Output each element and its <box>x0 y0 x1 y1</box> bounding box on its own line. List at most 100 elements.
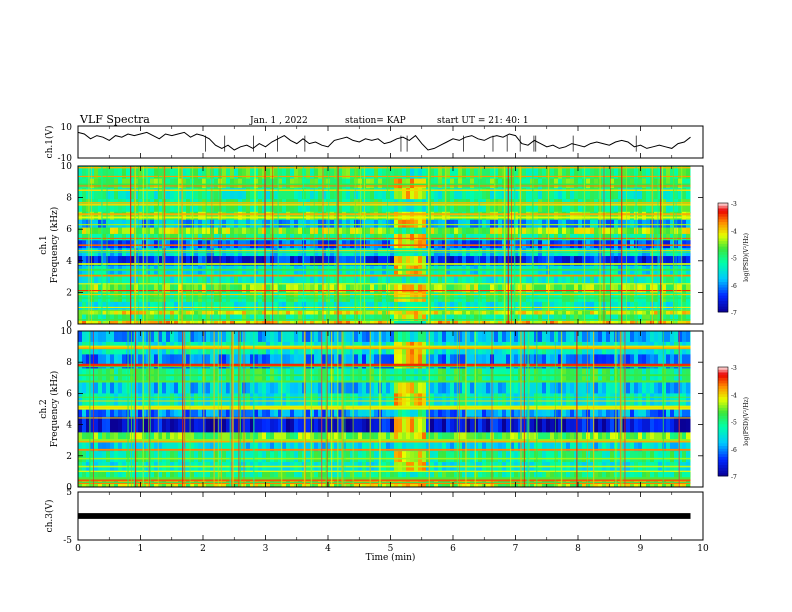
ch1-spectrogram-cell <box>122 275 127 285</box>
ch2-spectrogram-cell <box>138 440 143 452</box>
ch2-spectrogram-cell <box>266 405 271 418</box>
ch2-spectrogram-cell <box>602 331 607 343</box>
ch1-spectrogram-cell <box>666 166 671 180</box>
ch1-spectrogram-cell <box>90 275 95 285</box>
ch1-spectrogram-cell <box>242 309 247 316</box>
ch1-spectrogram-cell <box>86 219 91 229</box>
ch2-spectrogram-cell <box>350 432 355 441</box>
ch1-spectrogram-cell <box>282 219 287 229</box>
ch1-spectrogram-cell <box>234 178 239 189</box>
ch1-spectrogram-cell <box>202 309 207 316</box>
ch1-spectrogram-cell <box>110 188 115 200</box>
ch2-spectrogram-cell <box>294 416 299 433</box>
ch1-spectrogram-cell <box>586 227 591 235</box>
ch1-spectrogram-cell <box>182 211 187 221</box>
ch1-spectrogram-cell <box>186 188 191 200</box>
ch2-spectrogram-cell <box>134 440 139 452</box>
ch1-spectrogram-cell <box>614 233 619 241</box>
ch1-spectrogram-cell <box>178 284 183 293</box>
ch2-spectrogram-cell <box>162 440 167 452</box>
ch1-spectrogram-cell <box>274 320 279 325</box>
ch1-spectrogram-cell <box>194 199 199 213</box>
ch2-spectrogram-cell <box>598 451 603 463</box>
ch1-spectrogram-cell <box>102 233 107 241</box>
ch2-spectrogram-cell <box>194 405 199 418</box>
ch1-spectrogram-cell <box>554 199 559 213</box>
ch2-spectrogram-cell <box>178 331 183 343</box>
ch1-spectrogram-cell <box>134 301 139 311</box>
ch2-spectrogram-cell <box>446 380 451 394</box>
ch2-spectrogram-cell <box>514 432 519 441</box>
ch1-spectrogram-cell <box>298 219 303 229</box>
ch1-spectrogram-cell <box>174 219 179 229</box>
ch1-spectrogram-cell <box>322 309 327 316</box>
ch1-spectrogram-cell <box>178 309 183 316</box>
ch2-spectrogram-cell <box>282 380 287 394</box>
ch1-spectrogram-cell <box>578 301 583 311</box>
ch1-spectrogram-cell <box>470 320 475 325</box>
ch1-spectrogram-cell <box>294 166 299 180</box>
ch1-spectrogram-cell <box>146 211 151 221</box>
ch2-spectrogram-cell <box>354 416 359 433</box>
ch1-spectrogram-cell <box>78 275 83 285</box>
ch1-spectrogram-cell <box>234 211 239 221</box>
ch2-spectrogram-cell <box>510 405 515 418</box>
ch2-spectrogram-cell <box>670 451 675 463</box>
ch2-spectrogram-cell <box>410 380 415 394</box>
ch1-spectrogram-cell <box>510 309 515 316</box>
ch2-spectrogram-cell <box>282 432 287 441</box>
ch2-spectrogram-cell <box>330 451 335 463</box>
ch1-spectrogram-colorbar-swatch <box>718 222 728 226</box>
ch1-spectrogram-cell <box>322 199 327 213</box>
ch2-spectrogram-cell <box>358 393 363 407</box>
ch2-spectrogram-cell <box>434 405 439 418</box>
ch1-spectrogram-cell <box>322 211 327 221</box>
ch1-spectrogram-cell <box>630 211 635 221</box>
ch1-spectrogram-cell <box>318 166 323 180</box>
ch1-spectrogram-cell <box>430 320 435 325</box>
ch1-spectrogram-cell <box>258 219 263 229</box>
ch1-spectrogram-cell <box>418 309 423 316</box>
ch2-spectrogram-cell <box>630 416 635 433</box>
ch1-spectrogram-cell <box>102 309 107 316</box>
ch1-spectrogram-cell <box>338 188 343 200</box>
ch1-spectrogram-cell <box>290 256 295 267</box>
ch2-spectrogram-cell <box>450 393 455 407</box>
ch1-spectrogram-cell <box>98 227 103 235</box>
ch1-spectrogram-cell <box>278 233 283 241</box>
ch1-spectrogram-cell <box>322 320 327 325</box>
ch2-spectrogram-cell <box>206 416 211 433</box>
ch1-spectrogram-cell <box>558 178 563 189</box>
ch1-spectrogram-cell <box>250 275 255 285</box>
ch2-spectrogram-cell <box>350 405 355 418</box>
ch2-spectrogram-cell <box>402 405 407 418</box>
ch1-spectrogram-cell <box>462 275 467 285</box>
ch1-spectrogram-cell <box>142 309 147 316</box>
ch2-spectrogram-cell <box>538 416 543 433</box>
ch1-spectrogram-cell <box>374 275 379 285</box>
ch1-spectrogram-cell <box>194 211 199 221</box>
ch2-spectrogram-cell <box>342 331 347 343</box>
ch1-spectrogram-cell <box>438 320 443 325</box>
ch2-spectrogram-cell <box>122 380 127 394</box>
ch1-spectrogram-cell <box>394 275 399 285</box>
header-start-time: start UT = 21: 40: 1 <box>437 116 529 126</box>
ch1-spectrogram-cell <box>334 309 339 316</box>
ch2-spectrogram-cell <box>458 451 463 463</box>
ch2-spectrogram-cell <box>94 451 99 463</box>
ch1-spectrogram-cell <box>374 199 379 213</box>
ch1-spectrogram-cell <box>458 301 463 311</box>
ch1-spectrogram-cell <box>550 275 555 285</box>
ch1-spectrogram-cell <box>682 211 687 221</box>
ch1-spectrogram-cell <box>278 178 283 189</box>
ch1-spectrogram-cell <box>98 199 103 213</box>
ch2-spectrogram-cell <box>530 451 535 463</box>
ch1-spectrogram-cell <box>78 211 83 221</box>
ch1-spectrogram-cell <box>686 178 691 189</box>
ch2-spectrogram-cell <box>274 440 279 452</box>
ch2-spectrogram-cell <box>198 451 203 463</box>
ch1-spectrogram-cell <box>314 309 319 316</box>
ch1-spectrogram-cell <box>610 188 615 200</box>
ch2-spectrogram-cell <box>214 331 219 343</box>
ch2-spectrogram-cell <box>594 393 599 407</box>
